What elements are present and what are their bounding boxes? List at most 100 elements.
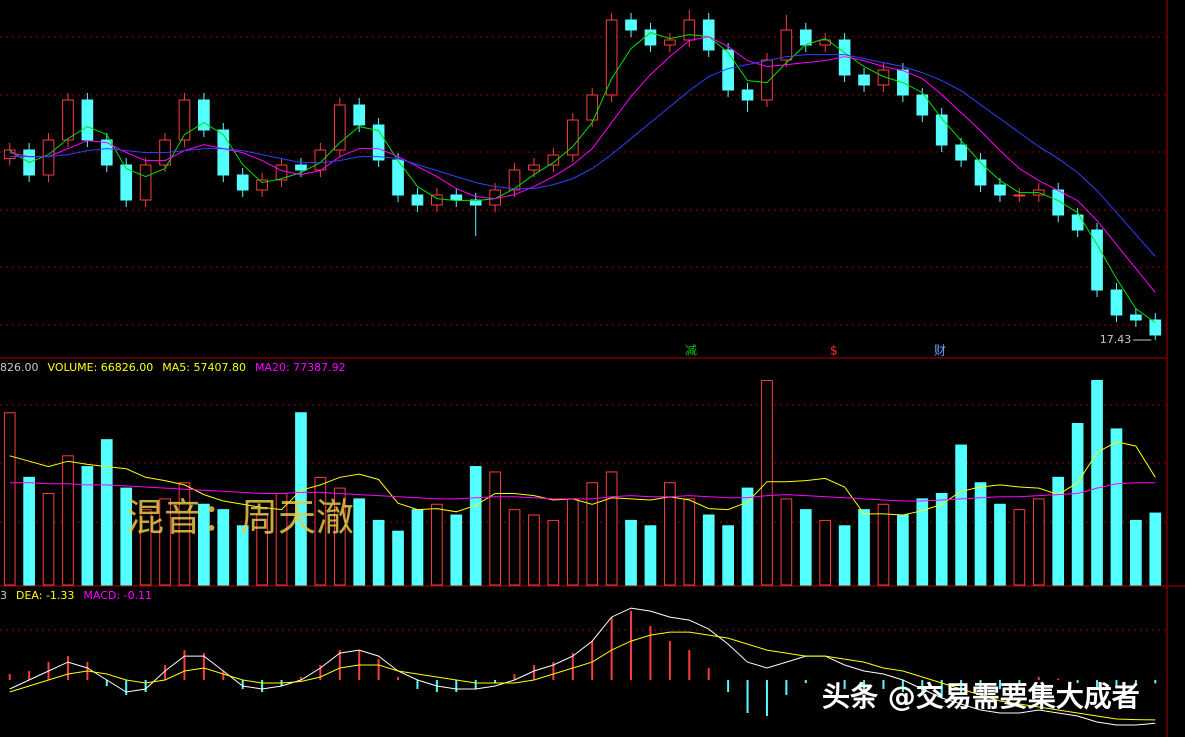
volume-bar bbox=[974, 482, 987, 586]
volume-bar bbox=[799, 509, 812, 586]
candle-body bbox=[139, 164, 152, 201]
candle-body bbox=[333, 104, 346, 151]
volume-bar bbox=[586, 482, 599, 586]
candle-body bbox=[955, 144, 967, 161]
candle-body bbox=[702, 19, 715, 51]
volume-bar bbox=[1130, 519, 1142, 586]
volume-bar bbox=[994, 503, 1006, 586]
volume-bar bbox=[256, 514, 268, 586]
event-marker: 减 bbox=[685, 344, 697, 358]
candle-body bbox=[372, 124, 385, 161]
volume-bar bbox=[372, 519, 385, 586]
watermark: 混音：周天澈 bbox=[126, 496, 354, 540]
event-marker: $ bbox=[830, 344, 838, 358]
volume-bar bbox=[1052, 476, 1065, 586]
indicator-label: MA5: 57407.80 bbox=[162, 361, 246, 374]
candle-body bbox=[431, 194, 443, 206]
volume-bar bbox=[528, 514, 540, 586]
volume-bar bbox=[877, 503, 890, 586]
volume-bar bbox=[120, 487, 133, 586]
candle-body bbox=[314, 149, 327, 171]
volume-bar bbox=[664, 482, 676, 586]
volume-bar bbox=[314, 476, 327, 586]
candle-body bbox=[120, 164, 133, 201]
candle-body bbox=[198, 99, 210, 131]
candle-body bbox=[236, 174, 249, 191]
volume-ma-line bbox=[9, 441, 1156, 516]
volume-bar bbox=[605, 471, 618, 586]
volume-bar bbox=[159, 498, 171, 586]
candle-body bbox=[683, 19, 696, 41]
candle-body bbox=[275, 164, 288, 181]
volume-bar bbox=[955, 444, 967, 586]
volume-bar bbox=[683, 498, 696, 586]
volume-bar bbox=[547, 519, 560, 586]
candle-body bbox=[62, 99, 74, 141]
candle-body bbox=[858, 74, 870, 86]
candle-body bbox=[547, 154, 560, 166]
volume-bar bbox=[236, 525, 249, 586]
indicator-label: 826.00 bbox=[0, 361, 39, 374]
candle-body bbox=[916, 94, 929, 116]
candle-body bbox=[178, 99, 191, 141]
volume-bar bbox=[1032, 498, 1045, 586]
volume-bar bbox=[935, 492, 948, 586]
candle-body bbox=[508, 169, 521, 191]
indicator-label: VOLUME: 66826.00 bbox=[48, 361, 154, 374]
candle-body bbox=[664, 39, 676, 46]
candle-body bbox=[974, 159, 987, 186]
volume-bar bbox=[450, 514, 463, 586]
volume-bar bbox=[702, 514, 715, 586]
source-label: 头条 @交易需要集大成者 bbox=[822, 680, 1140, 713]
dif-line bbox=[9, 607, 1156, 726]
volume-bar bbox=[411, 509, 424, 586]
volume-bar bbox=[897, 514, 909, 586]
indicator-label: MA20: 77387.92 bbox=[255, 361, 346, 374]
volume-bar bbox=[489, 471, 501, 586]
candle-body bbox=[528, 164, 540, 171]
volume-bar bbox=[81, 466, 94, 586]
volume-bar bbox=[1149, 512, 1162, 586]
candle-body bbox=[566, 119, 579, 156]
candle-body bbox=[1052, 189, 1065, 216]
candle-body bbox=[741, 89, 754, 101]
candle-body bbox=[81, 99, 94, 141]
candle-body bbox=[1149, 319, 1162, 336]
dea-line bbox=[9, 631, 1156, 721]
candle-body bbox=[1091, 229, 1103, 291]
candle-body bbox=[1130, 314, 1142, 321]
ma-line bbox=[9, 32, 1156, 324]
candle-body bbox=[42, 139, 55, 176]
volume-bar bbox=[722, 525, 734, 586]
candle-body bbox=[353, 104, 366, 126]
volume-bar bbox=[392, 530, 404, 586]
candle-body bbox=[605, 19, 618, 96]
candle-body bbox=[1013, 194, 1026, 197]
volume-bar bbox=[838, 525, 851, 586]
candle-body bbox=[256, 179, 268, 191]
volume-bar bbox=[819, 519, 832, 586]
volume-bar bbox=[62, 455, 74, 586]
indicator-label: DEA: -1.33 bbox=[16, 589, 74, 602]
volume-bar bbox=[353, 498, 366, 586]
volume-bar bbox=[198, 503, 210, 586]
volume-bar bbox=[741, 487, 754, 586]
volume-bar bbox=[139, 509, 152, 586]
volume-bar bbox=[508, 509, 521, 586]
candle-body bbox=[411, 194, 424, 206]
candle-body bbox=[994, 184, 1006, 196]
indicator-label: 3 bbox=[0, 589, 7, 602]
ma-line bbox=[9, 54, 1156, 257]
volume-bar bbox=[23, 476, 35, 586]
volume-bar bbox=[217, 509, 230, 586]
candle-body bbox=[217, 129, 230, 176]
plot-layer: 17.43 826.00 VOLUME: 66826.00 MA5: 57407.80… bbox=[0, 10, 1167, 726]
volume-bar bbox=[3, 412, 16, 586]
volume-bar bbox=[295, 412, 307, 586]
candle-body bbox=[100, 139, 113, 166]
volume-bar bbox=[1013, 509, 1026, 586]
low-label: 17.43 bbox=[1100, 333, 1132, 346]
volume-bar bbox=[1110, 428, 1123, 586]
volume-bar bbox=[469, 466, 482, 586]
